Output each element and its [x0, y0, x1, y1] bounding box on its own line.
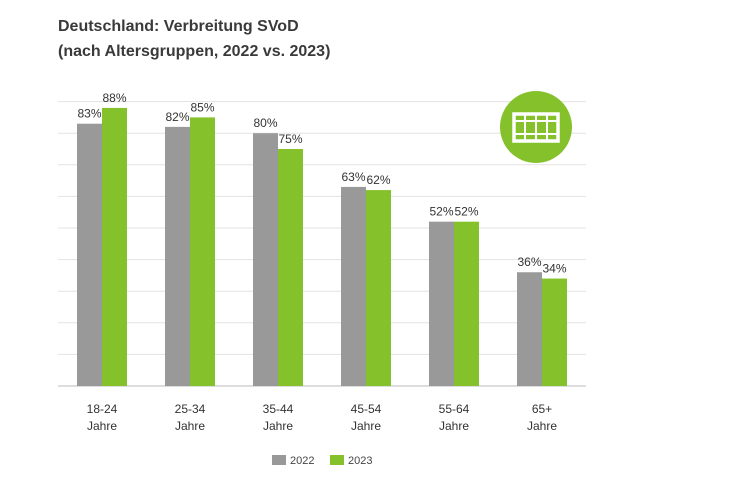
bar-2022 — [165, 126, 190, 386]
bar-2023 — [454, 221, 479, 386]
bar-2022 — [253, 133, 278, 386]
chart-title: Deutschland: Verbreitung SVoD (nach Alte… — [58, 14, 330, 64]
legend-label-2023: 2023 — [348, 455, 372, 467]
gridlines — [58, 101, 586, 387]
legend-label-2022: 2022 — [290, 455, 314, 467]
data-label: 63% — [341, 170, 365, 184]
legend-swatch-2022 — [272, 455, 286, 465]
value-labels: 83%88% 82%85% 80%75% 63% 62% 52% 52% 36% 34% — [77, 91, 566, 276]
category-label-sub: Jahre — [439, 419, 469, 433]
data-label: 85% — [190, 100, 214, 114]
data-label: 52% — [429, 205, 453, 219]
bar-2023 — [102, 107, 127, 387]
title-line-1: Deutschland: Verbreitung SVoD — [58, 18, 299, 35]
bar-2022 — [77, 123, 102, 386]
legend-swatch-2023 — [330, 455, 344, 465]
data-label: 52% — [454, 205, 478, 219]
category-label: 45-54 — [351, 402, 382, 416]
category-labels: 18-24 Jahre 25-34 Jahre 35-44 Jahre 45-54 Jahre… — [87, 402, 558, 433]
category-label: 18-24 — [87, 402, 118, 416]
title-line-2: (nach Altersgruppen, 2022 vs. 2023) — [58, 43, 331, 60]
data-label: 80% — [253, 116, 277, 130]
data-label: 82% — [165, 110, 189, 124]
category-label-sub: Jahre — [87, 419, 117, 433]
bar-2022 — [429, 221, 454, 386]
bars — [77, 107, 567, 387]
category-label: 55-64 — [439, 402, 470, 416]
bar-2023 — [366, 190, 391, 386]
data-label: 83% — [77, 107, 101, 121]
category-label: 25-34 — [175, 402, 206, 416]
data-label: 75% — [278, 132, 302, 146]
legend: 2022 2023 — [272, 455, 372, 467]
bar-2022 — [341, 186, 366, 386]
data-label: 62% — [366, 173, 390, 187]
film-strip-icon — [500, 91, 572, 163]
category-label-sub: Jahre — [527, 419, 557, 433]
category-label-sub: Jahre — [351, 419, 381, 433]
data-label: 36% — [517, 255, 541, 269]
bar-2023 — [278, 149, 303, 386]
bar-2023 — [542, 278, 567, 386]
category-label-sub: Jahre — [263, 419, 293, 433]
category-label: 35-44 — [263, 402, 294, 416]
data-label: 88% — [102, 91, 126, 105]
category-label-sub: Jahre — [175, 419, 205, 433]
data-label: 34% — [542, 262, 566, 276]
bar-2022 — [517, 272, 542, 386]
bar-2023 — [190, 117, 215, 387]
category-label: 65+ — [532, 402, 552, 416]
